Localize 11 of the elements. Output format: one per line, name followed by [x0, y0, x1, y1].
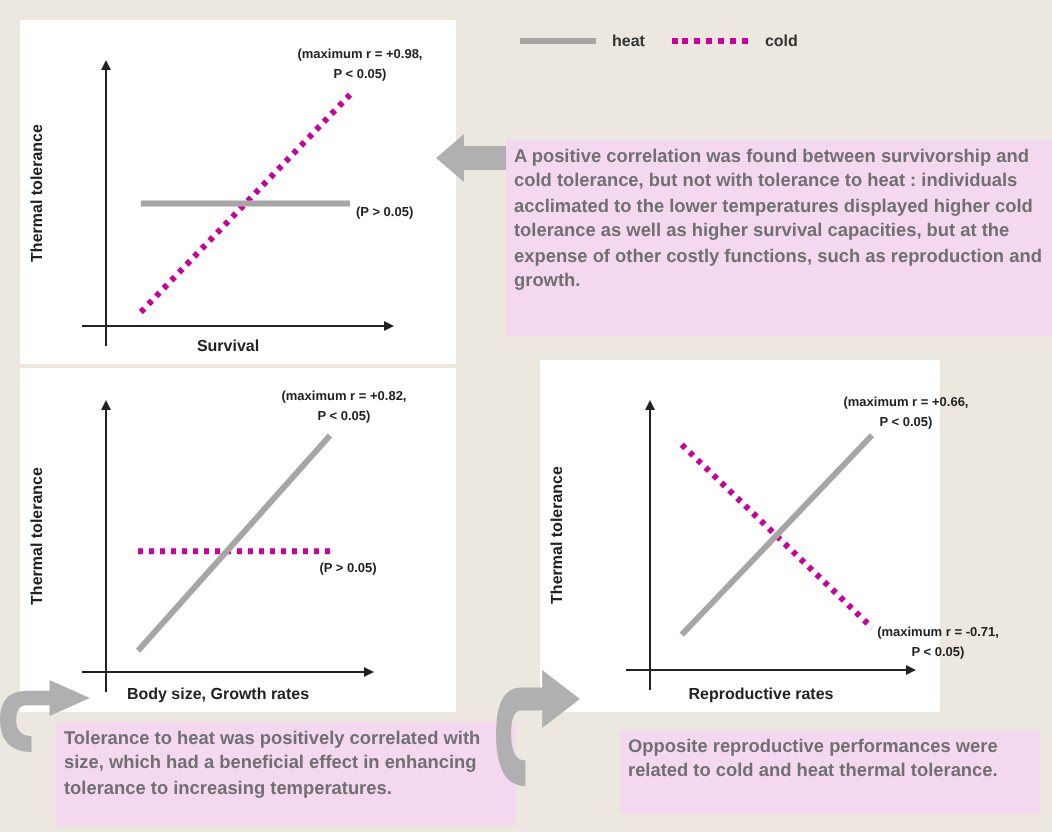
x-axis-title: Body size, Growth rates: [126, 684, 311, 703]
x-axis-title: Reproductive rates: [688, 684, 835, 703]
text: Tolerance to heat was positively correlated with size, which had a beneficial effect in enhancing tolerance to increasing temperatures.: [56, 722, 516, 826]
text: Opposite reproductive performances were related to cold and heat thermal tolerance.: [620, 730, 1040, 814]
x-axis-title: Survival: [196, 336, 260, 355]
legend-label: cold: [764, 32, 798, 50]
y-axis-title: Thermal tolerance: [548, 464, 567, 604]
text: A positive correlation was found between survivorship and cold tolerance, but not with tolerance to heat : individuals acclimated to the lower temperatures displayed higher cold tolerance as well as higher survival capacities, but at the expense of other costly functions, such as reproduction and growth.: [506, 140, 1052, 336]
y-axis-title: Thermal tolerance: [28, 465, 47, 605]
legend-label: heat: [612, 32, 645, 50]
y-axis-title: Thermal tolerance: [28, 122, 47, 262]
